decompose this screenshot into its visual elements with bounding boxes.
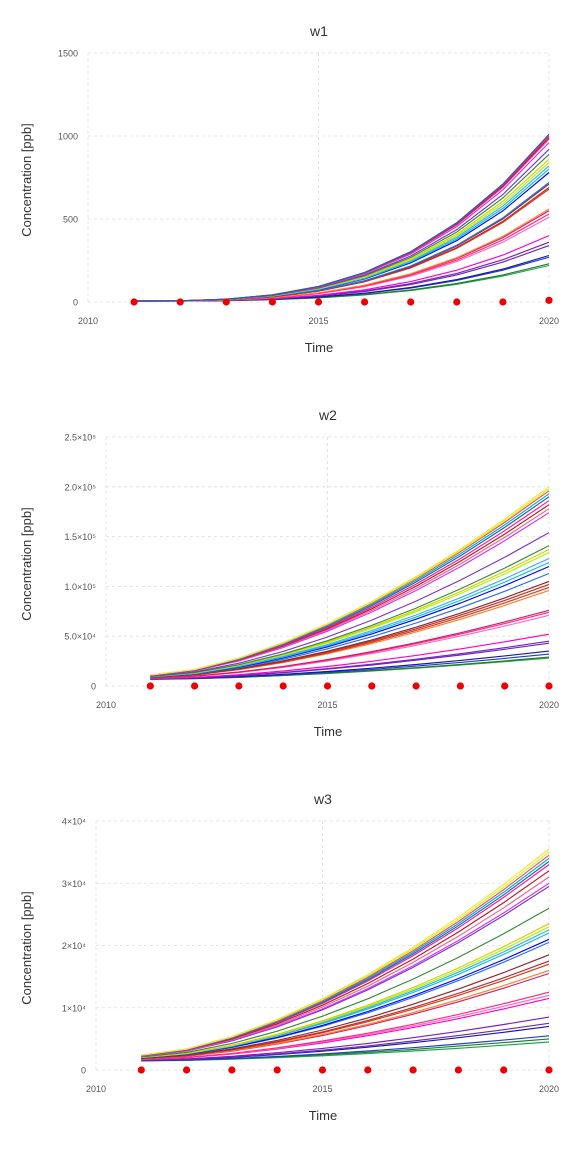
observation-point bbox=[323, 682, 332, 690]
series-line bbox=[150, 532, 550, 677]
y-tick-label: 1.5×10⁵ bbox=[64, 532, 96, 542]
observation-point bbox=[314, 298, 323, 306]
series-line bbox=[150, 633, 550, 680]
series-line bbox=[141, 1035, 550, 1062]
series-line bbox=[150, 650, 550, 680]
x-tick-label: 2020 bbox=[539, 316, 559, 326]
chart-title: w1 bbox=[309, 23, 328, 39]
series-line bbox=[141, 991, 550, 1060]
y-tick-label: 1500 bbox=[58, 49, 78, 59]
observation-point bbox=[183, 1066, 191, 1074]
series-line bbox=[150, 486, 550, 676]
series-lines bbox=[150, 486, 550, 680]
series-line bbox=[141, 854, 550, 1056]
x-tick-label: 2020 bbox=[539, 1084, 559, 1094]
observation-point bbox=[146, 682, 154, 690]
observations bbox=[137, 1066, 553, 1074]
observation-point bbox=[361, 298, 369, 306]
observation-point bbox=[409, 1066, 417, 1074]
x-tick-label: 2020 bbox=[539, 700, 559, 710]
observation-point bbox=[545, 296, 553, 304]
observation-point bbox=[500, 1066, 508, 1074]
y-tick-label: 1000 bbox=[58, 132, 78, 142]
series-line bbox=[134, 210, 550, 302]
observation-point bbox=[454, 1066, 462, 1074]
observation-point bbox=[456, 682, 464, 690]
series-lines bbox=[141, 848, 550, 1062]
observation-point bbox=[453, 298, 461, 306]
y-axis-label: Concentration [ppb] bbox=[19, 507, 34, 620]
y-tick-label: 0 bbox=[81, 1066, 86, 1076]
x-tick-label: 2015 bbox=[308, 316, 328, 326]
series-line bbox=[141, 1016, 550, 1061]
chart-title: w3 bbox=[313, 791, 332, 807]
series-line bbox=[134, 208, 550, 302]
series-line bbox=[150, 609, 550, 679]
y-tick-label: 3×10⁴ bbox=[62, 879, 86, 889]
grid bbox=[87, 52, 550, 303]
observation-point bbox=[499, 298, 507, 306]
y-tick-label: 2.0×10⁵ bbox=[64, 482, 96, 492]
x-tick-label: 2010 bbox=[86, 1084, 106, 1094]
observation-point bbox=[279, 682, 287, 690]
x-axis-label: Time bbox=[305, 340, 333, 355]
observation-point bbox=[137, 1066, 145, 1074]
observation-point bbox=[222, 298, 230, 306]
y-tick-label: 500 bbox=[63, 215, 78, 225]
observation-point bbox=[545, 1066, 553, 1074]
series-line bbox=[141, 907, 550, 1058]
chart-w2: w2 Time Concentration [ppb] 2010 2015 2020… bbox=[19, 407, 559, 739]
observation-point bbox=[364, 1066, 372, 1074]
y-tick-label: 0 bbox=[91, 682, 96, 692]
observation-point bbox=[412, 682, 420, 690]
chart-w3: w3 Time Concentration [ppb] 2010 2015 2020… bbox=[19, 791, 559, 1123]
series-line bbox=[141, 954, 550, 1059]
chart-title: w2 bbox=[318, 407, 337, 423]
observation-point bbox=[191, 682, 199, 690]
y-tick-label: 2.5×10⁵ bbox=[64, 433, 96, 443]
y-tick-label: 2×10⁴ bbox=[62, 941, 86, 951]
observation-point bbox=[368, 682, 376, 690]
observation-point bbox=[268, 298, 276, 306]
y-tick-label: 0 bbox=[73, 298, 78, 308]
x-tick-label: 2015 bbox=[317, 700, 337, 710]
series-line bbox=[150, 545, 550, 678]
observation-point bbox=[318, 1066, 327, 1074]
observations bbox=[146, 682, 553, 690]
y-tick-label: 1×10⁴ bbox=[62, 1003, 86, 1013]
y-tick-label: 1.0×10⁵ bbox=[64, 582, 96, 592]
x-tick-label: 2015 bbox=[312, 1084, 332, 1094]
observation-point bbox=[273, 1066, 281, 1074]
y-axis-label: Concentration [ppb] bbox=[19, 123, 34, 236]
series-line bbox=[141, 923, 550, 1058]
series-lines bbox=[134, 133, 550, 302]
chart-w1: w1 Time Concentration [ppb] 2010 2015 2020… bbox=[19, 23, 559, 355]
observation-point bbox=[545, 682, 553, 690]
observation-point bbox=[501, 682, 509, 690]
observation-point bbox=[407, 298, 415, 306]
observation-point bbox=[130, 298, 138, 306]
y-tick-label: 5.0×10⁴ bbox=[64, 632, 96, 642]
series-line bbox=[141, 848, 550, 1056]
x-tick-label: 2010 bbox=[96, 700, 116, 710]
x-axis-label: Time bbox=[314, 724, 342, 739]
observation-point bbox=[176, 298, 184, 306]
x-tick-label: 2010 bbox=[78, 316, 98, 326]
series-line bbox=[150, 580, 550, 678]
series-line bbox=[134, 138, 550, 302]
series-line bbox=[134, 133, 550, 302]
grid bbox=[105, 436, 550, 687]
observation-point bbox=[228, 1066, 236, 1074]
y-axis-label: Concentration [ppb] bbox=[19, 891, 34, 1004]
observations bbox=[130, 296, 553, 306]
observation-point bbox=[235, 682, 243, 690]
x-axis-label: Time bbox=[309, 1108, 337, 1123]
y-tick-label: 4×10⁴ bbox=[62, 817, 86, 827]
